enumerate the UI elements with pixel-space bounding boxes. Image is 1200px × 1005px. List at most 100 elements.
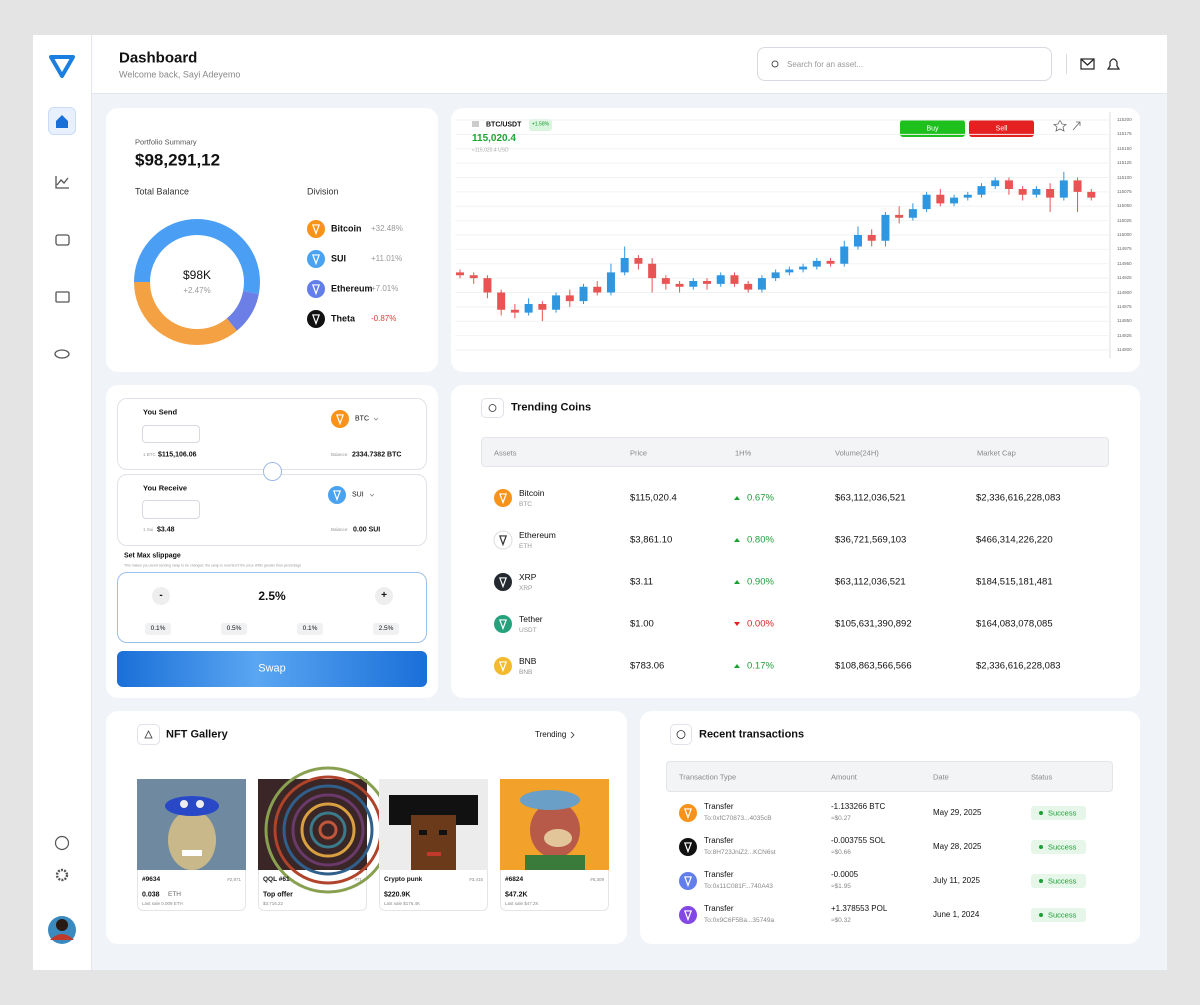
tx-date: June 1, 2024: [933, 910, 980, 919]
y-tick-label: 114975: [1117, 246, 1132, 252]
preset-label: 2.5%: [378, 624, 394, 632]
y-tick-label: 115075: [1117, 188, 1132, 194]
tx-column-header: Status: [1031, 772, 1053, 782]
division-name: Bitcoin: [331, 223, 362, 234]
nft-last-sale: Last sale 0.009 ETH: [142, 900, 183, 906]
y-tick-label: 114800: [1117, 346, 1132, 352]
send-input[interactable]: [142, 425, 200, 443]
pair-name: BTC/USDT: [486, 121, 522, 129]
slippage-note: This makes you avoid sending swap to be …: [124, 563, 302, 568]
y-tick-label: 114875: [1117, 303, 1132, 309]
y-tick-label: 115100: [1117, 174, 1132, 180]
tx-column-header: Transaction Type: [679, 772, 737, 782]
plus-button[interactable]: [375, 587, 393, 605]
coin-name: XRP: [519, 571, 537, 582]
coin-change: 0.80%: [747, 534, 774, 546]
status-pill: [1031, 874, 1086, 888]
coin-price: $3.11: [630, 576, 654, 588]
y-tick-label: 115125: [1117, 159, 1132, 165]
tx-to: To:8H723JniZ2...KCN6st: [704, 848, 776, 856]
status-pill: [1031, 806, 1086, 820]
slippage-value: 2.5%: [258, 589, 286, 603]
nft-badge: #2,871: [227, 876, 241, 882]
change-pill: [529, 119, 552, 131]
swap-button[interactable]: [117, 651, 427, 687]
y-tick-label: 115175: [1117, 131, 1132, 137]
coin-price: $1.00: [630, 618, 654, 630]
coin-name: Bitcoin: [519, 487, 545, 498]
sell-button[interactable]: [969, 120, 1034, 137]
preset-pill[interactable]: [297, 623, 323, 635]
tx-status: Success: [1048, 876, 1077, 886]
header-separator: [1066, 54, 1067, 74]
nft-id: #9634: [142, 875, 161, 883]
y-tick-label: 115050: [1117, 203, 1132, 208]
page-title: Dashboard: [119, 49, 198, 67]
nft-price: $220.9K: [384, 891, 411, 899]
receive-prefix: 1 Sui: [143, 526, 154, 532]
donut-center-change: +2.47%: [183, 286, 211, 295]
receive-box: [117, 474, 427, 546]
minus-button[interactable]: [152, 587, 170, 605]
y-tick-label: 115200: [1117, 116, 1132, 122]
nft-last-sale: Last sale $47.2K: [505, 900, 539, 906]
receive-label: You Receive: [143, 483, 188, 493]
tx-status: Success: [1048, 808, 1077, 818]
tx-type: Transfer: [704, 904, 734, 913]
division-name: Ethereum: [331, 283, 373, 294]
nft-badge: #3,415: [469, 876, 483, 882]
y-tick-label: 114950: [1117, 260, 1132, 266]
plus-label: +: [381, 590, 387, 601]
division-name: Theta: [331, 313, 356, 324]
search-box[interactable]: [757, 47, 1052, 81]
preset-pill[interactable]: [221, 623, 247, 635]
y-tick-label: 114825: [1117, 332, 1132, 338]
coin-change: 0.67%: [747, 492, 774, 504]
transactions-card: [640, 711, 1140, 944]
swap-direction-button[interactable]: [263, 462, 282, 481]
nft-price: $47.2K: [505, 891, 528, 899]
preset-label: 0.1%: [302, 624, 318, 632]
column-header: 1H%: [735, 448, 752, 458]
active-nav[interactable]: [48, 107, 76, 135]
division-change: +11.01%: [371, 254, 403, 263]
coin-name: Ethereum: [519, 529, 556, 540]
coin-symbol: USDT: [519, 626, 537, 634]
coin-symbol: BNB: [519, 668, 533, 676]
current-price: 115,020.4: [472, 133, 516, 144]
pair-change: +1.58%: [531, 121, 550, 128]
trending-icon-box: [481, 398, 504, 418]
coin-cap: $2,336,616,228,083: [976, 492, 1061, 504]
coin-volume: $63,112,036,521: [835, 492, 906, 504]
tx-to: To:0x9C6F5Ba...35749a: [704, 916, 775, 924]
preset-pill[interactable]: [145, 623, 171, 635]
tx-type: Transfer: [704, 802, 734, 811]
division-change: +7.01%: [371, 284, 399, 293]
receive-input[interactable]: [142, 500, 200, 519]
portfolio-card: [106, 108, 438, 372]
column-header: Volume(24H): [835, 448, 879, 458]
tx-type: Transfer: [704, 870, 734, 879]
division-change: +32.48%: [371, 224, 403, 233]
buy-button[interactable]: [900, 120, 965, 137]
trending-title: Trending Coins: [511, 401, 592, 414]
preset-pill[interactable]: [373, 623, 399, 635]
coin-volume: $108,863,566,566: [835, 660, 912, 672]
total-balance-label: Total Balance: [135, 186, 190, 197]
page-subtitle: Welcome back, Sayi Adeyemo: [119, 69, 241, 80]
nft-id: #6824: [505, 875, 524, 883]
tx-to: To:0xfC70873...4035cB: [704, 814, 772, 822]
nft-last-sale: $3,716.22: [263, 900, 284, 906]
coin-symbol: XRP: [519, 584, 533, 592]
sub-price: ≈115,020.4 USD: [472, 147, 509, 154]
division-change: -0.87%: [371, 314, 397, 323]
coin-cap: $164,083,078,085: [976, 618, 1053, 630]
tx-date: July 11, 2025: [933, 876, 980, 885]
tx-date: May 28, 2025: [933, 842, 982, 851]
y-tick-label: 115150: [1117, 145, 1132, 151]
trending-header: [481, 437, 1109, 467]
tx-column-header: Date: [933, 772, 949, 782]
tx-status: Success: [1048, 842, 1077, 852]
tx-to: To:0x11C081F...740A43: [704, 882, 773, 890]
